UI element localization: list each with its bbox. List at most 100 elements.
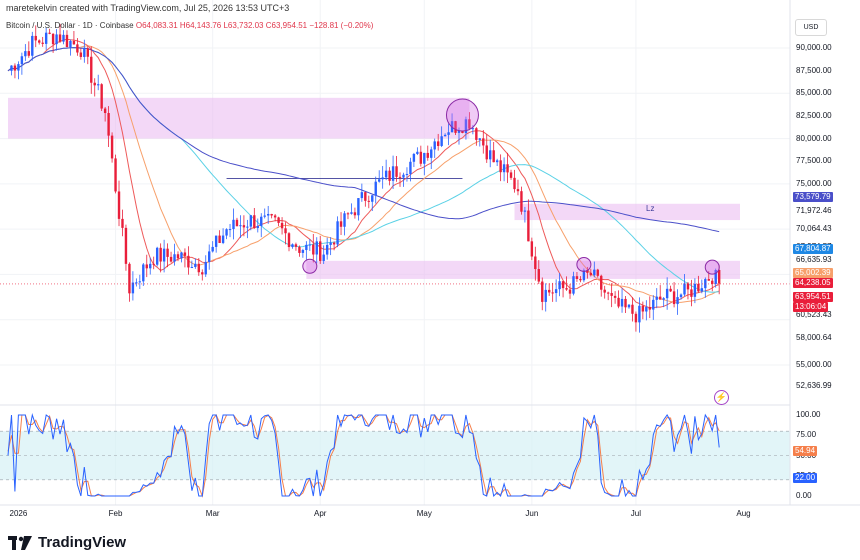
ohlc-values: O64,083.31 H64,143.76 L63,732.03 C63,954… (135, 21, 374, 30)
candle-body (631, 304, 634, 314)
candle-body (561, 281, 565, 289)
candle-body (65, 34, 69, 48)
candles (0, 23, 790, 333)
candle-body (544, 289, 547, 302)
candle-body (468, 119, 471, 129)
candle-body (471, 128, 475, 130)
price-axis-label: 75,000.00 (796, 178, 832, 188)
candle-body (131, 282, 135, 294)
candle-body (10, 65, 13, 71)
candle-body (398, 176, 402, 178)
candle-body (665, 288, 669, 299)
candle-body (169, 256, 173, 262)
candle-body (461, 131, 464, 133)
candle-body (201, 272, 204, 275)
time-axis-label: Feb (108, 509, 123, 518)
candle-body (405, 173, 409, 175)
candle-body (155, 247, 159, 265)
candle-body (693, 283, 697, 297)
candle-body (135, 282, 138, 284)
candle-body (655, 296, 658, 300)
candle-body (58, 34, 62, 42)
stoch-axis-label: 75.00 (796, 430, 817, 440)
candle-body (603, 289, 606, 293)
stoch-badge-k: 22.00 (793, 473, 818, 484)
candle-body (683, 283, 686, 295)
candle-body (558, 281, 561, 290)
candle-body (676, 297, 679, 305)
candle-body (13, 65, 17, 71)
candle-body (426, 152, 429, 158)
candle-body (430, 149, 433, 158)
candle-body (575, 276, 579, 279)
candle-body (440, 136, 443, 146)
candle-body (124, 227, 128, 264)
candle-body (433, 141, 436, 150)
candle-body (325, 244, 329, 255)
candle-body (232, 219, 235, 230)
candle-body (280, 222, 284, 229)
chart-credit: maretekelvin created with TradingView.co… (6, 3, 290, 13)
currency-button[interactable]: USD (795, 19, 827, 36)
candle-body (263, 215, 266, 217)
zone-label: Lz (646, 204, 655, 213)
time-axis-label: Jun (525, 509, 539, 518)
price-axis-label: 60,523.43 (796, 309, 832, 319)
candle-body (72, 40, 76, 45)
flash-icon[interactable]: ⚡ (714, 390, 729, 405)
tradingview-logo[interactable]: TradingView (8, 534, 126, 551)
time-axis-label: Aug (736, 509, 751, 518)
candle-body (294, 244, 298, 247)
candle-body (509, 172, 513, 178)
candle-body (17, 64, 20, 71)
candle-body (579, 278, 582, 281)
candle-body (107, 113, 110, 136)
candle-body (187, 255, 190, 268)
candle-body (138, 281, 142, 283)
candle-body (24, 51, 27, 57)
candle-body (482, 138, 485, 146)
candle-body (149, 263, 152, 269)
candle-body (423, 152, 426, 164)
candle-body (79, 52, 83, 57)
candle-body (38, 40, 41, 43)
candle-body (554, 289, 558, 294)
tradingview-icon (8, 535, 32, 550)
candle-body (593, 269, 596, 276)
candle-body (537, 269, 540, 282)
candle-body (672, 291, 676, 305)
candle-body (409, 161, 412, 174)
candle-body (582, 270, 586, 281)
candle-body (34, 35, 37, 41)
candle-body (489, 150, 492, 160)
candle-body (166, 248, 169, 257)
price-zone (306, 260, 740, 279)
candle-body (638, 305, 641, 323)
candle-body (648, 306, 652, 310)
candle-body (541, 281, 544, 302)
candle-body (142, 264, 145, 282)
candle-body (551, 292, 554, 294)
candle-body (565, 288, 568, 290)
candle-body (572, 276, 575, 294)
symbol-name: Bitcoin / U.S. Dollar · 1D · Coinbase (6, 21, 134, 30)
candle-body (641, 305, 645, 312)
price-axis-label: 82,500.00 (796, 110, 832, 120)
candle-body (103, 108, 107, 114)
candle-body (384, 170, 388, 178)
candle-body (152, 263, 155, 265)
highlight-circle (302, 258, 318, 274)
candle-body (55, 34, 58, 45)
candle-body (391, 166, 395, 181)
candle-body (114, 158, 117, 192)
candle-body (624, 298, 627, 308)
price-axis-label: 52,636.99 (796, 381, 832, 391)
candle-body (645, 306, 648, 312)
candle-body (589, 272, 593, 276)
ma-blue-line (7, 47, 720, 233)
candle-body (27, 51, 31, 56)
candle-body (419, 151, 423, 164)
candle-body (610, 293, 613, 296)
candle-body (502, 164, 506, 173)
